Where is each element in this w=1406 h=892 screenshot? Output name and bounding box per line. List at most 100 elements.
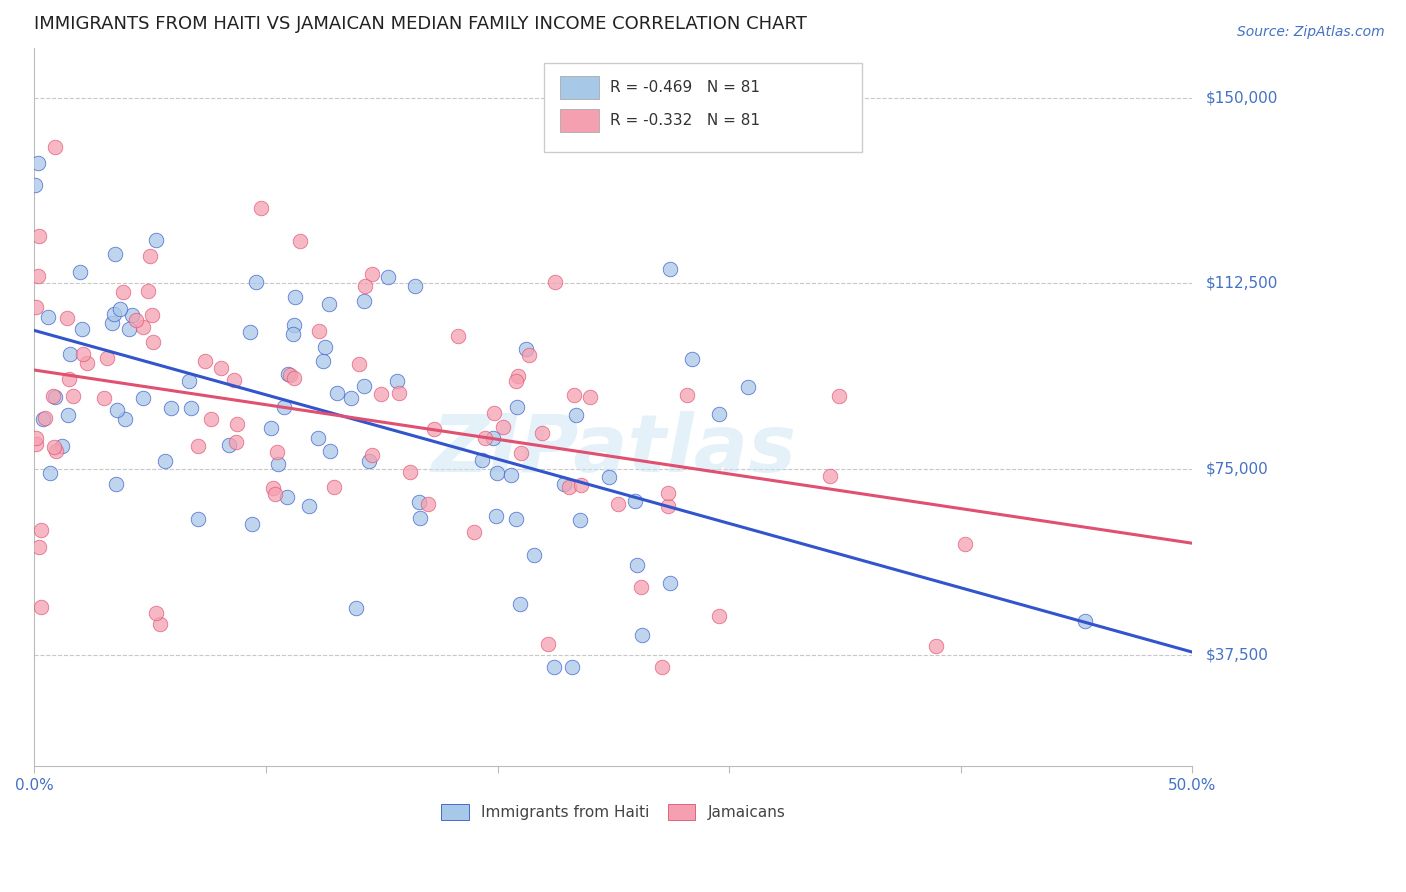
Point	[200, 412, 222, 426]
Point	[505, 375, 527, 389]
Point	[159, 401, 181, 415]
Point	[131, 320, 153, 334]
Point	[657, 486, 679, 500]
Point	[447, 329, 470, 343]
Point	[28, 228, 51, 243]
Point	[277, 368, 299, 382]
Point	[105, 476, 128, 491]
Point	[37, 310, 59, 324]
Point	[537, 637, 560, 651]
Point	[481, 431, 503, 445]
Point	[25, 431, 48, 445]
Point	[361, 268, 384, 282]
Point	[34, 410, 56, 425]
Point	[259, 421, 281, 435]
Point	[104, 247, 127, 261]
Point	[578, 390, 600, 404]
Point	[132, 392, 155, 406]
Point	[276, 490, 298, 504]
Point	[569, 477, 592, 491]
Point	[194, 353, 217, 368]
Point	[27, 268, 49, 283]
Point	[239, 325, 262, 339]
Point	[353, 378, 375, 392]
Point	[112, 285, 135, 299]
Point	[658, 575, 681, 590]
Point	[353, 293, 375, 308]
Point	[245, 275, 267, 289]
Point	[1074, 614, 1097, 628]
Point	[709, 407, 731, 421]
Point	[262, 481, 284, 495]
Point	[298, 500, 321, 514]
Point	[509, 597, 531, 611]
Point	[145, 233, 167, 247]
Point	[225, 434, 247, 449]
Point	[501, 468, 523, 483]
Point	[30, 600, 52, 615]
Point	[598, 470, 620, 484]
Point	[136, 284, 159, 298]
Point	[141, 308, 163, 322]
Point	[70, 322, 93, 336]
Text: $75,000: $75,000	[1206, 461, 1268, 476]
Point	[423, 421, 446, 435]
Point	[218, 438, 240, 452]
Point	[307, 431, 329, 445]
Point	[416, 498, 439, 512]
Point	[121, 308, 143, 322]
Point	[42, 389, 65, 403]
Point	[606, 497, 628, 511]
Point	[284, 290, 307, 304]
Point	[707, 608, 730, 623]
Point	[101, 316, 124, 330]
Point	[187, 511, 209, 525]
Point	[347, 357, 370, 371]
Point	[463, 524, 485, 539]
Point	[515, 343, 537, 357]
Point	[44, 140, 66, 154]
Point	[344, 601, 367, 615]
Point	[177, 374, 200, 388]
Point	[267, 457, 290, 471]
Point	[675, 388, 697, 402]
Point	[142, 335, 165, 350]
Point	[543, 660, 565, 674]
FancyBboxPatch shape	[560, 77, 599, 99]
Point	[631, 627, 654, 641]
Point	[59, 347, 82, 361]
Point	[222, 373, 245, 387]
Text: IMMIGRANTS FROM HAITI VS JAMAICAN MEDIAN FAMILY INCOME CORRELATION CHART: IMMIGRANTS FROM HAITI VS JAMAICAN MEDIAN…	[34, 15, 807, 33]
Point	[492, 420, 515, 434]
Point	[266, 445, 288, 459]
FancyBboxPatch shape	[560, 109, 599, 132]
Point	[249, 202, 271, 216]
Point	[103, 307, 125, 321]
Legend: Immigrants from Haiti, Jamaicans: Immigrants from Haiti, Jamaicans	[436, 798, 792, 826]
Point	[651, 660, 673, 674]
Point	[558, 480, 581, 494]
Point	[562, 388, 585, 402]
Point	[681, 351, 703, 366]
Point	[283, 371, 305, 385]
Point	[145, 606, 167, 620]
Point	[288, 234, 311, 248]
Point	[138, 249, 160, 263]
Point	[319, 444, 342, 458]
Point	[510, 446, 533, 460]
Point	[339, 392, 361, 406]
Point	[69, 265, 91, 279]
Point	[27, 541, 49, 555]
Point	[370, 387, 392, 401]
Point	[278, 368, 301, 382]
Text: ZIPatlas: ZIPatlas	[430, 411, 796, 489]
Point	[657, 499, 679, 513]
Point	[58, 372, 80, 386]
Point	[240, 516, 263, 531]
Point	[25, 437, 48, 451]
Text: Source: ZipAtlas.com: Source: ZipAtlas.com	[1237, 25, 1385, 39]
Point	[530, 425, 553, 440]
Point	[398, 466, 420, 480]
Point	[76, 356, 98, 370]
Point	[283, 318, 305, 332]
